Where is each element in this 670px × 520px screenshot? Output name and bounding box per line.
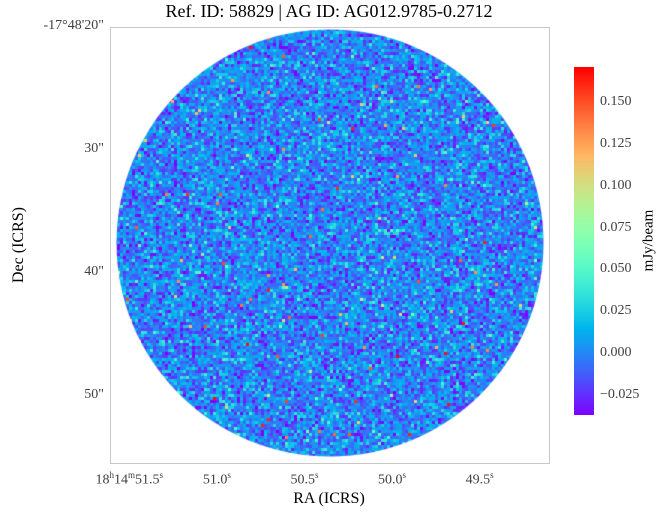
x-axis-tick-label: 50.5s (290, 470, 319, 488)
tick-superscript: s (159, 470, 164, 480)
colorbar-gradient (574, 67, 594, 415)
tick-superscript: m (128, 470, 136, 480)
tick-superscript: s (490, 470, 494, 480)
tick-superscript: s (402, 470, 407, 480)
axes-frame (110, 27, 550, 464)
colorbar-tick-label: 0.100 (600, 177, 632, 193)
x-axis-tick-label: 51.0s (202, 470, 231, 488)
x-axis-tick-label: 50.0s (378, 470, 407, 488)
y-axis-tick-label: -17°48'20" (43, 18, 105, 34)
x-axis-tick-label: 49.5s (465, 470, 494, 488)
y-axis-label: Dec (ICRS) (10, 207, 27, 283)
colorbar-tick-label: 0.075 (600, 219, 632, 235)
colorbar-tick-label: 0.025 (600, 303, 632, 319)
colorbar-tick-label: 0.125 (600, 135, 632, 151)
tick-superscript: s (314, 470, 319, 480)
y-axis-tick-label: 50" (84, 386, 104, 402)
colorbar-tick-label: 0.000 (600, 345, 632, 361)
colorbar-tick-label: 0.150 (600, 94, 632, 110)
tick-superscript: h (109, 470, 115, 480)
noise-image-canvas (111, 28, 549, 463)
colorbar-tick-label: 0.050 (600, 261, 632, 277)
x-axis-tick-label: 18h14m51.5s (95, 470, 164, 488)
colorbar-tick-label: −0.025 (600, 386, 640, 402)
x-axis-label: RA (ICRS) (293, 490, 365, 507)
tick-superscript: s (227, 470, 231, 480)
colorbar-unit-label: mJy/beam (640, 209, 657, 272)
plot-title: Ref. ID: 58829 | AG ID: AG012.9785-0.271… (165, 1, 493, 21)
y-axis-tick-label: 40" (84, 263, 104, 279)
y-axis-tick-label: 30" (84, 141, 104, 156)
